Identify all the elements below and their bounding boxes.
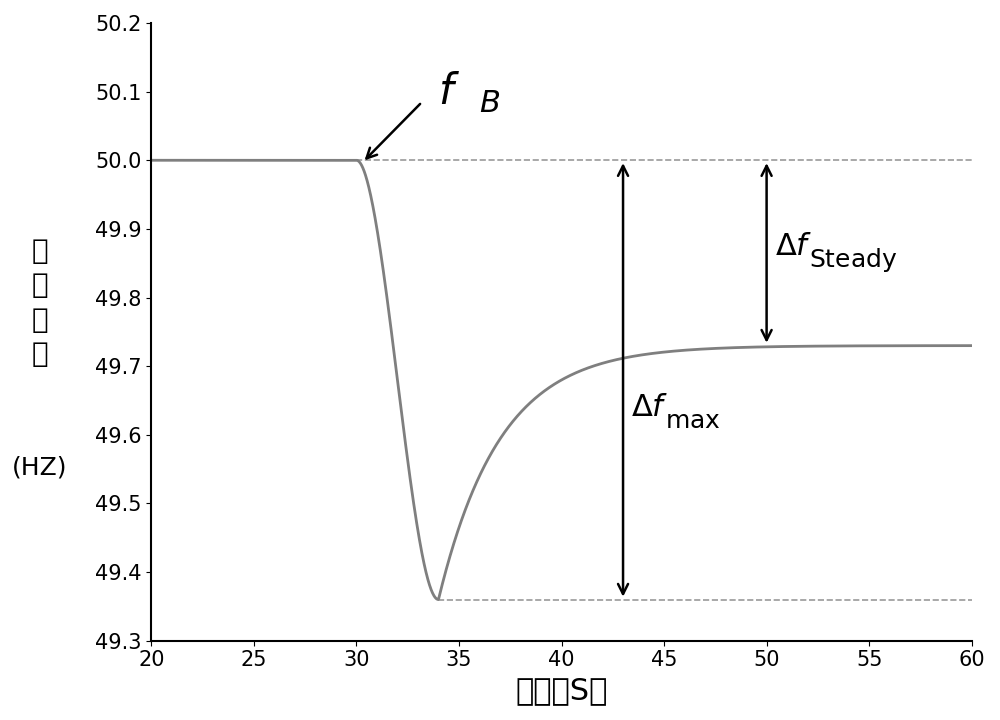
Text: $\mathrm{max}$: $\mathrm{max}$ (665, 409, 721, 433)
Text: $B$: $B$ (479, 89, 501, 120)
Text: $\Delta f$: $\Delta f$ (631, 393, 669, 422)
Text: $f$: $f$ (438, 71, 460, 112)
X-axis label: 时间（S）: 时间（S） (515, 676, 608, 705)
Text: 电
网
频
率: 电 网 频 率 (32, 236, 48, 369)
Text: $\Delta f$: $\Delta f$ (775, 232, 812, 261)
Text: (HZ): (HZ) (12, 456, 68, 480)
Text: $\mathrm{Steady}$: $\mathrm{Steady}$ (809, 246, 897, 274)
